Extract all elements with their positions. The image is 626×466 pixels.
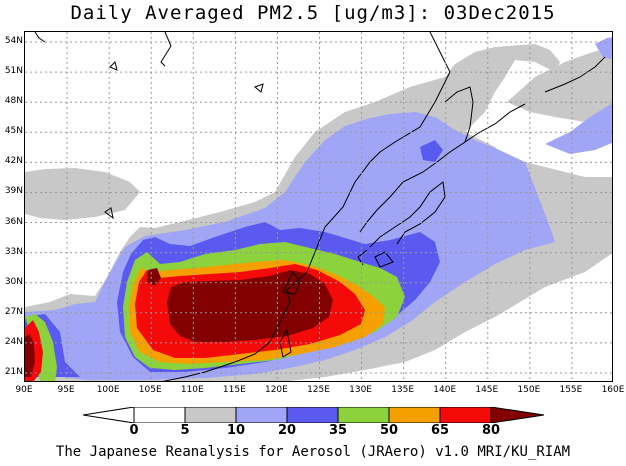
colorbar-cell <box>286 407 339 423</box>
pm25-level-5-north <box>507 46 612 122</box>
pm25-map <box>24 31 613 382</box>
lat-tick-label: 27N <box>4 306 23 317</box>
colorbar-label: 50 <box>379 423 399 438</box>
colorbar-cell <box>235 407 288 423</box>
lat-tick-label: 51N <box>4 66 23 77</box>
lon-tick-label: 160E <box>601 385 625 395</box>
lat-tick-label: 45N <box>4 126 23 137</box>
grid-lines <box>25 32 612 381</box>
pm25-level-80-main <box>167 270 333 342</box>
colorbar-label: 10 <box>226 423 246 438</box>
colorbar <box>83 407 545 423</box>
lon-tick-label: 115E <box>222 385 246 395</box>
footer-credit: The Japanese Reanalysis for Aerosol (JRA… <box>55 444 571 460</box>
colorbar-cell <box>83 407 135 423</box>
lat-tick-label: 48N <box>4 96 23 107</box>
lon-tick-label: 140E <box>433 385 457 395</box>
colorbar-cell <box>337 407 390 423</box>
pm25-level-10-corner <box>595 37 612 60</box>
pm25-level-80 <box>25 334 35 377</box>
lat-tick-label: 21N <box>4 366 23 377</box>
colorbar-cell <box>439 407 492 423</box>
colorbar-cell <box>184 407 237 423</box>
lon-tick-label: 130E <box>349 385 372 395</box>
lon-tick-label: 125E <box>307 385 330 395</box>
colorbar-label: 80 <box>481 423 501 438</box>
lon-tick-label: 90E <box>15 385 33 395</box>
colorbar-cell <box>388 407 441 423</box>
colorbar-cell <box>490 407 545 423</box>
lon-tick-label: 150E <box>517 385 541 395</box>
pm25-level-5-west <box>25 168 140 220</box>
map-canvas <box>25 32 612 381</box>
lat-tick-label: 54N <box>4 36 23 47</box>
lon-tick-label: 135E <box>391 385 415 395</box>
map-title: Daily Averaged PM2.5 [ug/m3]: 03Dec2015 <box>70 2 556 24</box>
coastlines <box>34 32 606 381</box>
colorbar-cell <box>133 407 186 423</box>
lat-tick-label: 36N <box>4 216 23 227</box>
colorbar-label: 65 <box>430 423 450 438</box>
colorbar-label: 0 <box>129 423 139 438</box>
lon-tick-label: 110E <box>180 385 204 395</box>
lat-tick-label: 39N <box>4 186 23 197</box>
lat-tick-label: 42N <box>4 156 23 167</box>
lon-tick-label: 155E <box>559 385 583 395</box>
colorbar-label: 20 <box>277 423 297 438</box>
lat-tick-label: 24N <box>4 336 23 347</box>
colorbar-label: 35 <box>328 423 348 438</box>
lon-tick-label: 120E <box>264 385 288 395</box>
colorbar-label: 5 <box>180 423 190 438</box>
lat-tick-label: 33N <box>4 246 23 257</box>
pm25-level-80-spot <box>147 268 161 286</box>
lon-tick-label: 145E <box>475 385 499 395</box>
lon-tick-label: 95E <box>57 385 75 395</box>
pm25-level-10-ne <box>545 103 612 154</box>
lon-tick-label: 100E <box>96 385 120 395</box>
lat-tick-label: 30N <box>4 276 23 287</box>
pm25-level-20-patch <box>420 140 443 162</box>
lon-tick-label: 105E <box>138 385 162 395</box>
